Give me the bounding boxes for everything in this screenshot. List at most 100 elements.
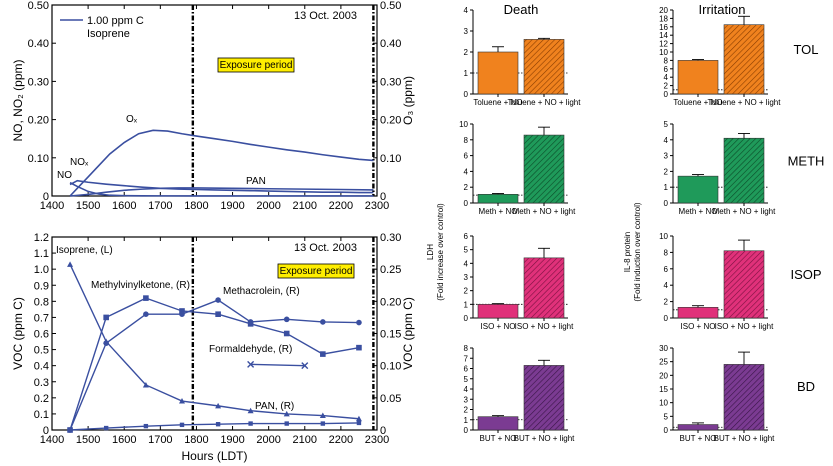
x-tick-label: 2000 xyxy=(256,434,280,446)
bar-light xyxy=(723,364,765,431)
marker-isoprene xyxy=(142,381,149,388)
x-tick-label: 2300 xyxy=(365,200,389,212)
series-line-ox xyxy=(69,129,374,197)
marker-methacrolein xyxy=(247,319,254,325)
bar-y-tick-label: 8 xyxy=(664,248,669,257)
bar-y-tick-label: 4 xyxy=(464,6,469,15)
bar-light xyxy=(523,134,565,204)
bar-y-tick-label: 18 xyxy=(659,14,668,23)
bar-y-tick-label: 10 xyxy=(659,48,668,57)
y-tick-label-right: 0.30 xyxy=(380,76,401,88)
series-line-pan xyxy=(70,422,359,431)
label-pan: PAN, (R) xyxy=(255,401,294,412)
compound-bd: BD xyxy=(797,379,815,394)
column-title-death: Death xyxy=(504,2,539,17)
bar-y-tick-label: 15 xyxy=(659,385,668,394)
exposure-label: Exposure period xyxy=(220,60,293,71)
marker-mvk xyxy=(356,344,362,351)
bar-y-tick-label: 6 xyxy=(464,152,469,161)
y-tick-label-left: 0 xyxy=(43,425,49,437)
marker-mvk xyxy=(283,330,290,337)
bar-y-tick-label: 2 xyxy=(664,167,669,176)
bar-light xyxy=(723,137,765,204)
x-tick-label: 2100 xyxy=(293,434,317,446)
bar-y-tick-label: 4 xyxy=(464,167,469,176)
bar-y-tick-label: 6 xyxy=(464,232,469,241)
x-tick-label: 1900 xyxy=(220,434,244,446)
bar-dark xyxy=(477,194,519,204)
x-tick-label: 2000 xyxy=(256,200,280,212)
series-line-pan xyxy=(69,187,374,197)
marker-pan xyxy=(67,427,73,433)
bar-y-tick-label: 25 xyxy=(659,358,668,367)
bar-category-label: ISO + NO + light xyxy=(715,322,774,331)
y-tick-label-right: 0.10 xyxy=(380,153,401,165)
bar-y-tick-label: 3 xyxy=(464,395,469,404)
marker-pan xyxy=(103,425,109,431)
marker-isoprene xyxy=(215,402,222,409)
annotation-no: NO xyxy=(57,170,72,181)
y-axis-title-right: VOC (ppm C) xyxy=(401,297,415,370)
bar-dark xyxy=(677,307,719,319)
series-line-formaldehyde xyxy=(250,363,305,367)
bar-y-tick-label: 0 xyxy=(664,426,669,435)
annotation-ox: Oₓ xyxy=(126,114,138,125)
bar-y-tick-label: 0 xyxy=(664,314,669,323)
y-tick-label-right: 0.30 xyxy=(380,232,401,244)
bar-category-label: BUT + NO + light xyxy=(714,434,776,443)
series-line-methacrolein xyxy=(69,299,359,431)
y-tick-label-right: 0.20 xyxy=(380,296,401,308)
bar-category-label: BUT + NO xyxy=(680,434,717,443)
toxicity-bar-grid: Death Irritation LDH (Fold increase over co… xyxy=(426,2,824,443)
bar-y-tick-label: 10 xyxy=(459,120,468,129)
y-tick-label-left: 0.4 xyxy=(34,361,49,373)
marker-isoprene xyxy=(179,398,185,404)
x-tick-label: 1400 xyxy=(40,200,64,212)
bar-category-label: ISO + NO + light xyxy=(515,322,574,331)
x-tick-label: 1700 xyxy=(148,434,172,446)
bar-category-label: Toluene + NO + light xyxy=(508,98,582,107)
y-tick-label-left: 0.8 xyxy=(34,296,49,308)
x-tick-label: 1800 xyxy=(184,200,208,212)
bar-y-tick-label: 6 xyxy=(664,65,669,74)
ylabel-ldh-sub: (Fold increase over control) xyxy=(436,203,445,301)
marker-pan xyxy=(215,422,221,427)
bar-category-label: BUT + NO + light xyxy=(514,434,576,443)
label-methacrolein: Methacrolein, (R) xyxy=(223,286,300,297)
column-title-irritation: Irritation xyxy=(699,2,746,17)
y-tick-label-left: 0.6 xyxy=(34,329,49,341)
annotation-nox: NOₓ xyxy=(70,157,89,168)
bar-y-tick-label: 4 xyxy=(464,385,469,394)
bar-y-tick-label: 16 xyxy=(659,23,668,32)
label-mvk: Methylvinylketone, (R) xyxy=(91,280,190,291)
marker-pan xyxy=(248,421,253,426)
bar-dark xyxy=(477,51,519,95)
bar-y-tick-label: 0 xyxy=(464,199,469,208)
bar-y-tick-label: 10 xyxy=(659,232,668,241)
compound-isop: ISOP xyxy=(790,267,821,282)
bar-y-tick-label: 1 xyxy=(464,416,469,425)
y-tick-label-right: 0.25 xyxy=(380,264,401,276)
ylabel-ldh: LDH xyxy=(426,244,435,260)
y-tick-label-left: 0.10 xyxy=(28,153,49,165)
bar-y-tick-label: 2 xyxy=(464,183,469,192)
bar-y-tick-label: 30 xyxy=(659,344,668,353)
marker-mvk xyxy=(179,308,185,314)
bar-y-tick-label: 20 xyxy=(659,371,668,380)
x-tick-label: 2300 xyxy=(365,434,389,446)
marker-pan xyxy=(320,421,326,426)
bar-y-tick-label: 8 xyxy=(664,56,669,65)
y-tick-label-left: 0.20 xyxy=(28,115,49,127)
annotation-pan: PAN xyxy=(246,176,266,187)
marker-isoprene xyxy=(319,412,326,419)
bar-y-tick-label: 14 xyxy=(659,31,668,40)
bar-dark xyxy=(677,175,719,204)
marker-methacrolein xyxy=(320,319,326,325)
marker-isoprene xyxy=(355,415,362,422)
nox-ozone-chart: 1400 1500 1600 1700 1800 1900 2000 2100 2200 2300… xyxy=(11,0,415,212)
x-tick-label: 1800 xyxy=(184,434,208,446)
x-tick-label: 1700 xyxy=(148,200,172,212)
y-tick-label-left: 0 xyxy=(43,191,49,203)
marker-mvk xyxy=(215,311,221,317)
